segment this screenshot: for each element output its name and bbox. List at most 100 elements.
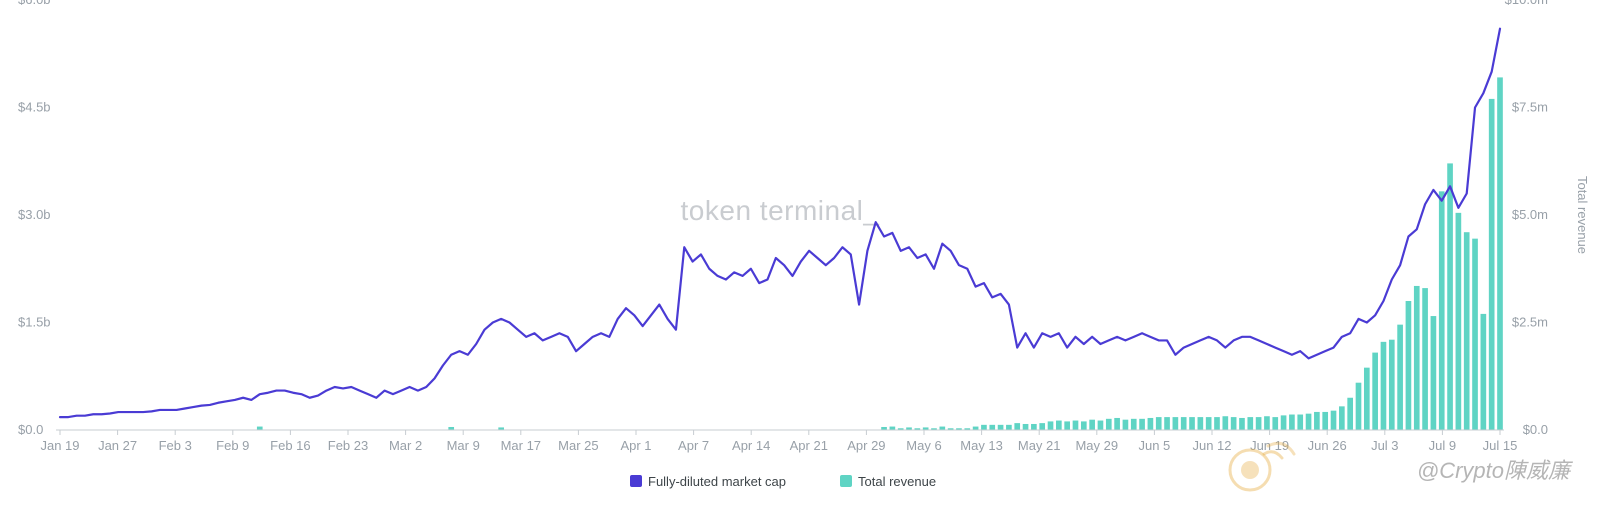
- bar: [1064, 421, 1070, 430]
- xtick: Apr 7: [678, 438, 709, 453]
- ytick-right: $0.0: [1523, 422, 1548, 437]
- bars-total-revenue: [257, 77, 1503, 430]
- bar: [1198, 417, 1204, 430]
- attribution-text: @Crypto陳威廉: [1417, 458, 1574, 483]
- legend-swatch: [840, 475, 852, 487]
- bar: [1272, 417, 1278, 430]
- bar: [1156, 417, 1162, 430]
- bar: [1414, 286, 1420, 430]
- bar: [1014, 423, 1020, 430]
- chart-container: $0.0$1.5b$3.0b$4.5b$6.0b$0.0$2.5m$5.0m$7…: [0, 0, 1601, 522]
- watermark: token terminal_: [681, 195, 880, 226]
- bar: [1098, 421, 1104, 430]
- xtick: Jul 3: [1371, 438, 1398, 453]
- legend-label: Fully-diluted market cap: [648, 474, 786, 489]
- bar: [1081, 421, 1087, 430]
- xtick: Apr 1: [620, 438, 651, 453]
- bar: [1256, 417, 1262, 430]
- bar: [1497, 77, 1503, 430]
- bar: [939, 427, 945, 430]
- xtick: Jun 12: [1192, 438, 1231, 453]
- left-axis: $0.0$1.5b$3.0b$4.5b$6.0b: [18, 0, 51, 437]
- bar: [890, 427, 896, 430]
- xtick: May 21: [1018, 438, 1061, 453]
- bar: [1431, 316, 1437, 430]
- combo-chart: $0.0$1.5b$3.0b$4.5b$6.0b$0.0$2.5m$5.0m$7…: [0, 0, 1601, 522]
- ytick-right: $2.5m: [1512, 315, 1548, 330]
- bar: [1006, 425, 1012, 430]
- bar: [1464, 232, 1470, 430]
- ytick-left: $3.0b: [18, 207, 51, 222]
- xtick: May 13: [960, 438, 1003, 453]
- xtick: Jan 19: [40, 438, 79, 453]
- bar: [1489, 99, 1495, 430]
- right-axis: $0.0$2.5m$5.0m$7.5m$10.0mTotal revenue: [1505, 0, 1590, 437]
- xtick: Jul 15: [1483, 438, 1518, 453]
- ytick-left: $0.0: [18, 422, 43, 437]
- xtick: Apr 29: [847, 438, 885, 453]
- ytick-right: $5.0m: [1512, 207, 1548, 222]
- bar: [1331, 411, 1337, 430]
- bar: [1231, 417, 1237, 430]
- bar: [1372, 353, 1378, 430]
- bar: [1039, 423, 1045, 430]
- bar: [1206, 417, 1212, 430]
- xtick: Jul 9: [1429, 438, 1456, 453]
- bar: [1339, 406, 1345, 430]
- bar: [1264, 416, 1270, 430]
- bar: [1031, 424, 1037, 430]
- legend-label: Total revenue: [858, 474, 936, 489]
- bar: [1214, 417, 1220, 430]
- xtick: Jun 26: [1308, 438, 1347, 453]
- bar: [981, 425, 987, 430]
- bar: [1289, 415, 1295, 430]
- bar: [1356, 383, 1362, 430]
- bar: [1222, 416, 1228, 430]
- bar: [1173, 417, 1179, 430]
- bar: [1347, 398, 1353, 430]
- bar: [1456, 213, 1462, 430]
- bar: [1406, 301, 1412, 430]
- bar: [1472, 239, 1478, 430]
- xtick: May 29: [1075, 438, 1118, 453]
- bar: [1056, 421, 1062, 430]
- x-axis: Jan 19Jan 27Feb 3Feb 9Feb 16Feb 23Mar 2M…: [40, 430, 1517, 453]
- xtick: Feb 23: [328, 438, 368, 453]
- bar: [1247, 417, 1253, 430]
- bar: [998, 425, 1004, 430]
- bar: [1314, 412, 1320, 430]
- bar: [1239, 418, 1245, 430]
- ytick-left: $1.5b: [18, 315, 51, 330]
- xtick: May 6: [906, 438, 941, 453]
- legend-swatch: [630, 475, 642, 487]
- bar: [989, 425, 995, 430]
- xtick: Mar 17: [501, 438, 541, 453]
- legend: Fully-diluted market cap Total revenue: [630, 474, 936, 489]
- bar: [1089, 420, 1095, 430]
- bar: [1131, 419, 1137, 430]
- ytick-right: $10.0m: [1505, 0, 1548, 7]
- ytick-left: $4.5b: [18, 100, 51, 115]
- bar: [973, 427, 979, 430]
- bar: [1322, 412, 1328, 430]
- bar: [1106, 419, 1112, 430]
- xtick: Mar 25: [558, 438, 598, 453]
- ytick-right: $7.5m: [1512, 100, 1548, 115]
- bar: [1114, 418, 1120, 430]
- xtick: Mar 9: [447, 438, 480, 453]
- bar: [1023, 424, 1029, 430]
- bar: [1481, 314, 1487, 430]
- xtick: Jun 5: [1138, 438, 1170, 453]
- xtick: Feb 9: [216, 438, 249, 453]
- bar: [1389, 340, 1395, 430]
- bar: [1073, 421, 1079, 430]
- bar: [1123, 420, 1129, 430]
- bar: [1048, 421, 1054, 430]
- bar: [1397, 325, 1403, 430]
- bar: [1447, 163, 1453, 430]
- xtick: Apr 14: [732, 438, 770, 453]
- bar: [257, 427, 263, 430]
- bar: [1381, 342, 1387, 430]
- xtick: Apr 21: [790, 438, 828, 453]
- bar: [1364, 368, 1370, 430]
